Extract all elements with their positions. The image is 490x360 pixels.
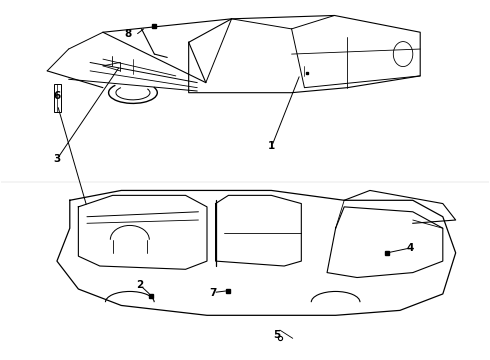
Text: 3: 3 xyxy=(54,154,61,163)
Text: 5: 5 xyxy=(273,330,280,341)
Text: 7: 7 xyxy=(210,288,217,297)
Text: 2: 2 xyxy=(137,280,144,291)
Text: 4: 4 xyxy=(407,243,415,253)
Text: 8: 8 xyxy=(124,29,132,39)
Text: 6: 6 xyxy=(54,91,61,101)
Bar xyxy=(53,84,61,112)
Text: 1: 1 xyxy=(268,141,275,151)
